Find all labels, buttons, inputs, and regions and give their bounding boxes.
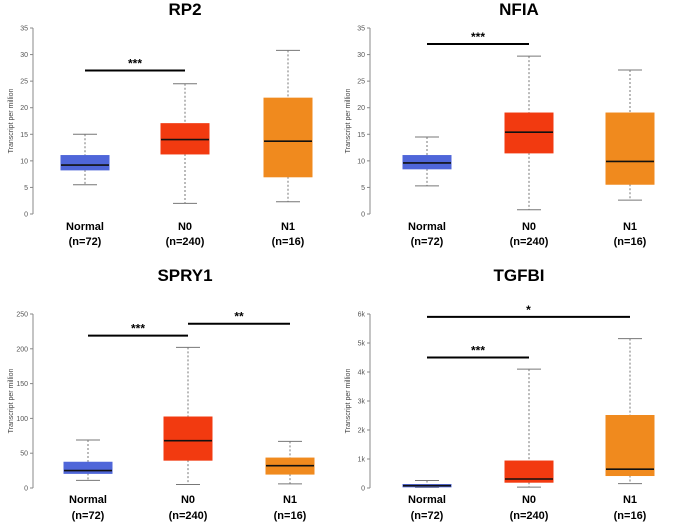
x-sample-size-label: (n=240) (510, 236, 549, 248)
significance-label: *** (471, 344, 485, 358)
y-tick-label: 150 (16, 381, 28, 388)
x-sample-size-label: (n=240) (510, 510, 549, 522)
x-category-label: N0 (522, 494, 536, 506)
y-tick-label: 10 (20, 158, 28, 165)
x-category-label: N1 (623, 494, 637, 506)
x-sample-size-label: (n=72) (411, 510, 444, 522)
significance-label: *** (471, 30, 485, 44)
x-sample-size-label: (n=16) (614, 510, 647, 522)
y-tick-label: 4k (358, 370, 366, 377)
x-sample-size-label: (n=16) (614, 236, 647, 248)
iqr-box (605, 415, 655, 477)
y-tick-label: 5 (24, 185, 28, 192)
chart-panel-nfia: NFIA 0 5 10 15 20 25 30 35 Transcript per million… (345, 0, 655, 248)
y-tick-label: 50 (20, 451, 28, 458)
y-axis-label: Transcript per million (8, 369, 15, 434)
x-sample-size-label: (n=16) (272, 236, 305, 248)
box-n1 (265, 440, 315, 485)
y-tick-label: 35 (20, 26, 28, 33)
x-category-label: Normal (408, 221, 446, 233)
x-sample-size-label: (n=16) (274, 510, 307, 522)
chart-panel-spry1: SPRY1 0 50 100 150 200 250 Transcript per milli… (8, 266, 315, 522)
chart-title: TGFBI (494, 266, 545, 285)
box-n0 (504, 55, 554, 211)
y-axis-label: Transcript per million (345, 89, 352, 154)
x-category-label: Normal (408, 494, 446, 506)
box-normal (63, 439, 113, 481)
x-sample-size-label: (n=240) (169, 510, 208, 522)
iqr-box (163, 416, 213, 461)
box-n0 (163, 346, 213, 486)
y-tick-label: 25 (20, 79, 28, 86)
y-tick-label: 6k (358, 312, 366, 319)
box-n1 (605, 69, 655, 201)
y-tick-label: 0 (24, 212, 28, 219)
y-tick-label: 15 (357, 132, 365, 139)
y-tick-label: 0 (361, 486, 365, 493)
x-category-label: N0 (522, 221, 536, 233)
significance-label: *** (131, 322, 145, 336)
y-tick-label: 3k (358, 399, 366, 406)
y-tick-label: 0 (24, 486, 28, 493)
x-sample-size-label: (n=72) (72, 510, 105, 522)
y-tick-label: 0 (361, 212, 365, 219)
y-tick-label: 10 (357, 158, 365, 165)
y-tick-label: 250 (16, 312, 28, 319)
iqr-box (504, 460, 554, 483)
x-category-label: N1 (281, 221, 295, 233)
y-tick-label: 35 (357, 26, 365, 33)
y-tick-label: 5 (361, 185, 365, 192)
x-category-label: N1 (623, 221, 637, 233)
y-tick-label: 30 (357, 52, 365, 59)
y-tick-label: 15 (20, 132, 28, 139)
chart-title: SPRY1 (157, 266, 212, 285)
box-normal (60, 133, 110, 186)
iqr-box (263, 97, 313, 178)
box-normal (402, 136, 452, 187)
box-n1 (605, 338, 655, 485)
x-category-label: N1 (283, 494, 297, 506)
iqr-box (60, 155, 110, 171)
x-sample-size-label: (n=240) (166, 236, 205, 248)
y-tick-label: 5k (358, 341, 366, 348)
chart-panel-rp2: RP2 0 5 10 15 20 25 30 35 Transcript per million N… (8, 0, 313, 248)
box-n0 (160, 83, 210, 204)
significance-label: * (526, 303, 531, 317)
y-tick-label: 20 (20, 105, 28, 112)
y-tick-label: 100 (16, 416, 28, 423)
significance-label: ** (234, 310, 244, 324)
box-normal (402, 479, 452, 488)
chart-title: NFIA (499, 0, 539, 19)
x-sample-size-label: (n=72) (411, 236, 444, 248)
y-tick-label: 20 (357, 105, 365, 112)
y-tick-label: 25 (357, 79, 365, 86)
box-n0 (504, 368, 554, 488)
y-tick-label: 200 (16, 346, 28, 353)
x-category-label: Normal (66, 221, 104, 233)
significance-label: *** (128, 57, 142, 71)
iqr-box (605, 112, 655, 185)
x-category-label: N0 (181, 494, 195, 506)
y-axis-label: Transcript per million (8, 89, 15, 154)
y-tick-label: 30 (20, 52, 28, 59)
y-tick-label: 2k (358, 428, 366, 435)
x-category-label: Normal (69, 494, 107, 506)
chart-title: RP2 (168, 0, 201, 19)
y-tick-label: 1k (358, 457, 366, 464)
y-axis-label: Transcript per million (345, 369, 352, 434)
chart-panel-tgfbi: TGFBI 0 1k 2k 3k 4k 5k 6k Transcript per million… (345, 266, 655, 522)
iqr-box (63, 461, 113, 474)
box-n1 (263, 49, 313, 203)
x-category-label: N0 (178, 221, 192, 233)
x-sample-size-label: (n=72) (69, 236, 102, 248)
